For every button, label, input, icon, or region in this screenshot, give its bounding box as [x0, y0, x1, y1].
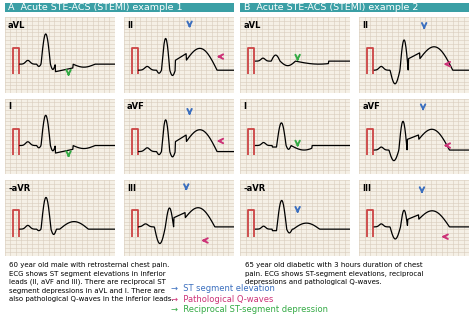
Text: I: I: [244, 102, 247, 111]
Text: II: II: [127, 21, 133, 30]
Text: →  Pathological Q-waves: → Pathological Q-waves: [171, 295, 273, 304]
Text: →  Reciprocal ST-segment depression: → Reciprocal ST-segment depression: [171, 305, 328, 314]
Text: II: II: [363, 21, 369, 30]
Text: -aVR: -aVR: [244, 184, 266, 193]
Text: III: III: [363, 184, 372, 193]
Text: B  Acute STE-ACS (STEMI) example 2: B Acute STE-ACS (STEMI) example 2: [244, 3, 418, 12]
Text: →  ST segment elevation: → ST segment elevation: [171, 284, 274, 293]
Text: III: III: [127, 184, 136, 193]
Text: aVL: aVL: [244, 21, 261, 30]
Text: aVF: aVF: [363, 102, 380, 111]
Text: aVF: aVF: [127, 102, 145, 111]
Text: 65 year old diabetic with 3 hours duration of chest
pain. ECG shows ST-segment e: 65 year old diabetic with 3 hours durati…: [245, 263, 423, 285]
Text: I: I: [8, 102, 11, 111]
Text: A  Acute STE-ACS (STEMI) example 1: A Acute STE-ACS (STEMI) example 1: [8, 3, 182, 12]
Text: -aVR: -aVR: [8, 184, 30, 193]
Text: 60 year old male with retrosternal chest pain.
ECG shows ST segment elevations i: 60 year old male with retrosternal chest…: [9, 263, 174, 302]
Text: aVL: aVL: [8, 21, 26, 30]
